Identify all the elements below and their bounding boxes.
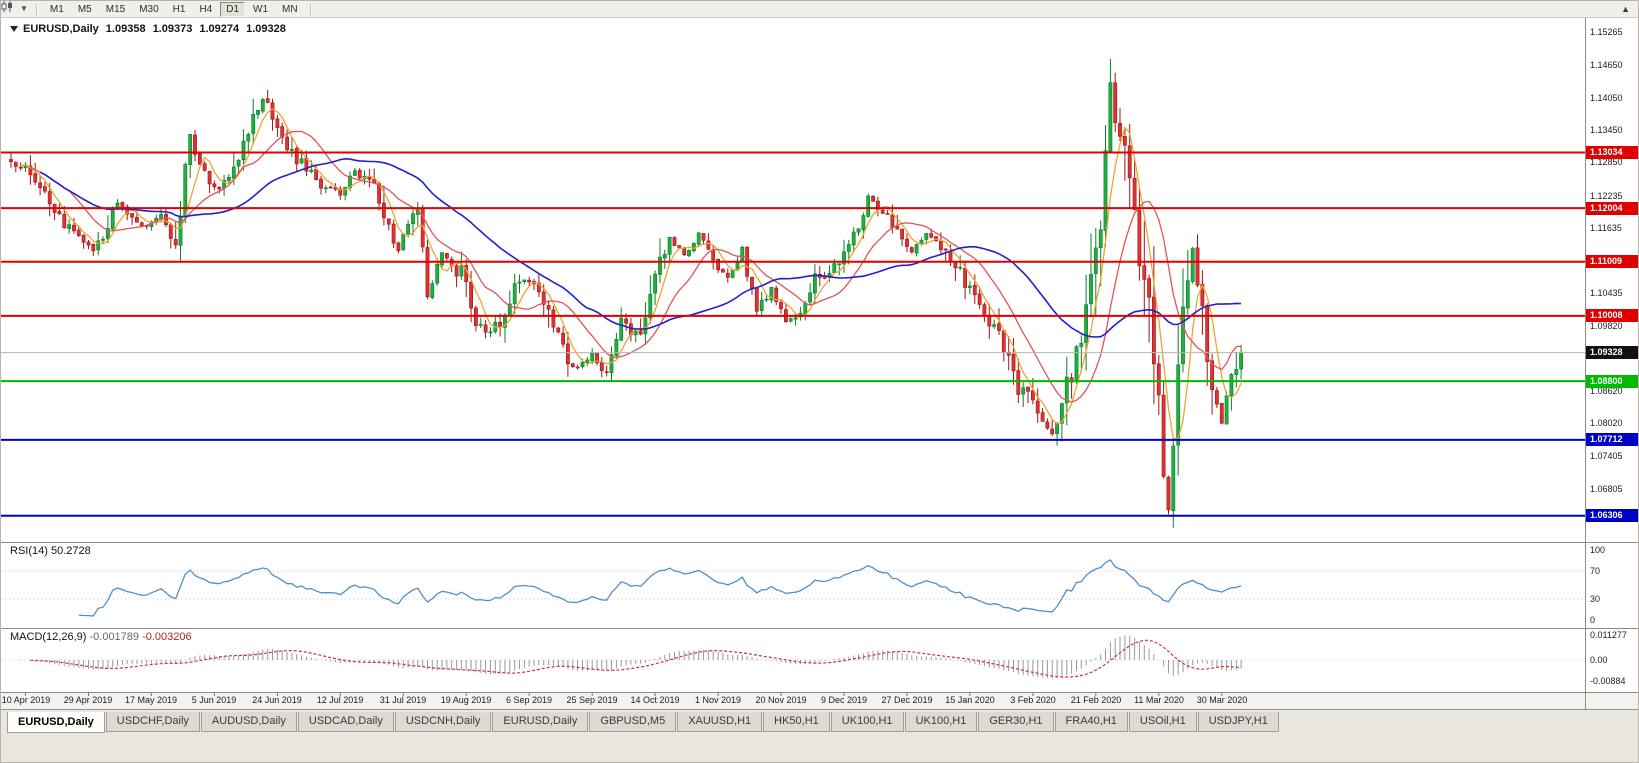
price-line-badge-1.06306: 1.06306 [1586, 509, 1638, 522]
chart-tab-XAUUSD-H1[interactable]: XAUUSD,H1 [677, 712, 763, 732]
chart-tab-GBPUSD-M5[interactable]: GBPUSD,M5 [589, 712, 677, 732]
date-axis-label: 1 Nov 2019 [694, 695, 742, 705]
macd-header: MACD(12,26,9) -0.001789 -0.003206 [10, 631, 192, 643]
chart-tab-USDCNH-Daily[interactable]: USDCNH,Daily [394, 712, 492, 732]
timeframe-button-D1[interactable]: D1 [220, 1, 246, 17]
date-axis-label: 15 Jan 2020 [945, 695, 995, 705]
date-axis-label: 20 Nov 2019 [755, 695, 807, 705]
chart-tab-AUDUSD-Daily[interactable]: AUDUSD,Daily [200, 712, 297, 732]
price-axis-label: 1.12850 [1590, 157, 1623, 168]
ohlc-close: 1.09328 [246, 23, 286, 35]
date-axis-label: 14 Oct 2019 [630, 695, 680, 705]
date-axis-label: 25 Sep 2019 [566, 695, 618, 705]
price-axis-label: 1.11635 [1590, 223, 1622, 234]
toolbar-separator [309, 3, 312, 15]
current-price-badge: 1.09328 [1586, 346, 1638, 359]
chart-tab-HK50-H1[interactable]: HK50,H1 [763, 712, 830, 732]
date-axis-label: 17 May 2019 [124, 695, 178, 705]
date-axis-label: 6 Sep 2019 [505, 695, 553, 705]
price-line-badge-1.10008: 1.10008 [1586, 309, 1638, 322]
rsi-axis-label: 70 [1590, 566, 1601, 576]
price-line-badge-1.13034: 1.13034 [1586, 146, 1638, 159]
date-axis-label: 9 Dec 2019 [820, 695, 868, 705]
price-axis-label: 1.14050 [1590, 92, 1623, 103]
chart-tab-EURUSD-Daily[interactable]: EURUSD,Daily [7, 712, 105, 733]
date-axis-label: 27 Dec 2019 [881, 695, 933, 705]
rsi-header: RSI(14) 50.2728 [10, 545, 91, 557]
rsi-axis-label: 100 [1590, 545, 1606, 555]
price-axis-label: 1.13450 [1590, 125, 1623, 135]
macd-name: MACD(12,26,9) [10, 631, 87, 643]
ohlc-open: 1.09358 [105, 23, 146, 35]
price-line-badge-1.08800: 1.08800 [1586, 375, 1638, 388]
chart-tab-bar: EURUSD,Daily USDCHF,Daily AUDUSD,Daily USDC… [1, 709, 1638, 762]
date-axis-label: 31 Jul 2019 [379, 695, 427, 705]
price-axis-label: 1.10435 [1590, 287, 1623, 298]
price-axis-label: 1.08020 [1590, 418, 1623, 429]
date-axis-label: 19 Aug 2019 [440, 695, 492, 705]
date-axis-label: 5 Jun 2019 [191, 695, 237, 705]
price-axis-label: 1.06805 [1590, 483, 1623, 494]
chart-tab-EURUSD-Daily[interactable]: EURUSD,Daily [492, 712, 589, 732]
date-axis-label: 11 Mar 2020 [1134, 695, 1184, 705]
rsi-value: 50.2728 [50, 545, 91, 557]
ohlc-low: 1.09274 [199, 23, 240, 35]
price-line-badge-1.12004: 1.12004 [1586, 202, 1638, 215]
macd-axis-label: 0.011277 [1590, 630, 1627, 640]
timeframe-button-M1[interactable]: M1 [49, 3, 64, 15]
timeframe-button-M30[interactable]: M30 [139, 3, 159, 15]
rsi-axis-label: 0 [1590, 615, 1596, 625]
chart-tab-FRA40-H1[interactable]: FRA40,H1 [1054, 712, 1128, 732]
ohlc-high: 1.09373 [152, 23, 193, 35]
symbol-marker-icon [10, 26, 18, 32]
timeframe-button-M15[interactable]: M15 [105, 3, 126, 15]
macd-signal-value: -0.003206 [142, 631, 192, 643]
date-axis-label: 30 Mar 2020 [1196, 695, 1248, 705]
macd-main-value: -0.001789 [89, 631, 140, 643]
price-axis-label: 1.15265 [1590, 27, 1623, 37]
price-line-badge-1.07712: 1.07712 [1586, 433, 1638, 446]
timeframe-button-W1[interactable]: W1 [253, 3, 269, 15]
rsi-axis-label: 30 [1590, 594, 1601, 604]
chart-type-dropdown-icon[interactable]: ▼ [20, 4, 28, 13]
date-axis-label: 29 Apr 2019 [63, 695, 113, 705]
chart-symbol: EURUSD,Daily [23, 23, 99, 35]
price-axis-label: 1.12235 [1590, 190, 1623, 201]
price-axis-label: 1.14650 [1590, 60, 1623, 71]
timeframe-button-M5[interactable]: M5 [77, 3, 92, 15]
chart-type-icon[interactable] [1, 1, 19, 15]
chart-tab-GER30-H1[interactable]: GER30,H1 [978, 712, 1054, 732]
chart-tab-USDCHF-Daily[interactable]: USDCHF,Daily [105, 712, 200, 732]
date-axis-label: 21 Feb 2020 [1070, 695, 1122, 705]
price-axis-label: 1.07405 [1590, 451, 1623, 462]
date-axis-label: 3 Feb 2020 [1010, 695, 1056, 705]
price-axis-label: 1.08620 [1590, 385, 1623, 396]
chart-tab-USDCAD-Daily[interactable]: USDCAD,Daily [297, 712, 394, 732]
timeframe-group: M1 M5 M15 M30 H1 H4 D1 W1 MN [43, 1, 305, 17]
date-axis-label: 10 Apr 2019 [1, 695, 51, 705]
chart-tab-USDJPY-H1[interactable]: USDJPY,H1 [1197, 712, 1279, 732]
macd-axis-label: -0.00884 [1590, 676, 1626, 687]
macd-axis-label: 0.00 [1590, 655, 1608, 665]
toolbar-separator [35, 3, 38, 15]
timeframe-button-MN[interactable]: MN [282, 3, 298, 15]
chart-tab-USOil-H1[interactable]: USOil,H1 [1128, 712, 1197, 732]
price-axis-label: 1.09820 [1590, 321, 1623, 332]
chart-tab-UK100-H1[interactable]: UK100,H1 [830, 712, 904, 732]
rsi-name: RSI(14) [10, 545, 48, 557]
timeframe-button-H4[interactable]: H4 [199, 3, 213, 15]
timeframe-button-H1[interactable]: H1 [172, 3, 186, 15]
chart-tab-UK100-H1[interactable]: UK100,H1 [904, 712, 978, 732]
price-line-badge-1.11009: 1.11009 [1586, 255, 1638, 268]
date-axis-label: 12 Jul 2019 [316, 695, 364, 705]
timeframe-toolbar: ▼ M1 M5 M15 M30 H1 H4 D1 W1 MN [1, 1, 1638, 18]
date-axis-label: 24 Jun 2019 [252, 695, 302, 705]
chart-tabs: EURUSD,Daily USDCHF,Daily AUDUSD,Daily USDC… [1, 710, 1638, 733]
chart-title: EURUSD,Daily 1.09358 1.09373 1.09274 1.0… [10, 23, 286, 35]
axis-scroll-up-icon[interactable]: ▲ [1621, 4, 1630, 14]
